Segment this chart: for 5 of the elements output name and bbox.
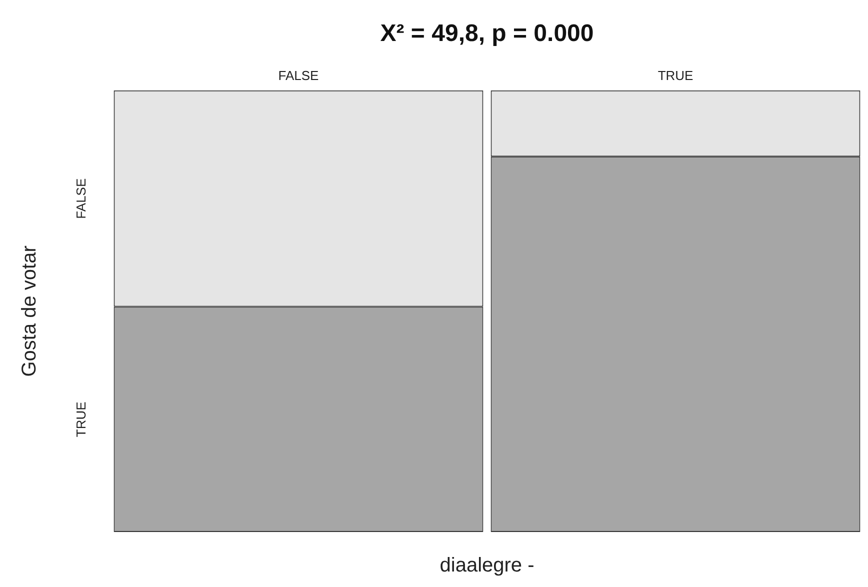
- chart-title: X² = 49,8, p = 0.000: [380, 20, 594, 48]
- text: FALSE: [74, 178, 89, 219]
- x-axis-title: diaalegre -: [440, 554, 534, 577]
- text: TRUE: [74, 401, 89, 438]
- y-axis-title: Gosta de votar: [18, 245, 41, 377]
